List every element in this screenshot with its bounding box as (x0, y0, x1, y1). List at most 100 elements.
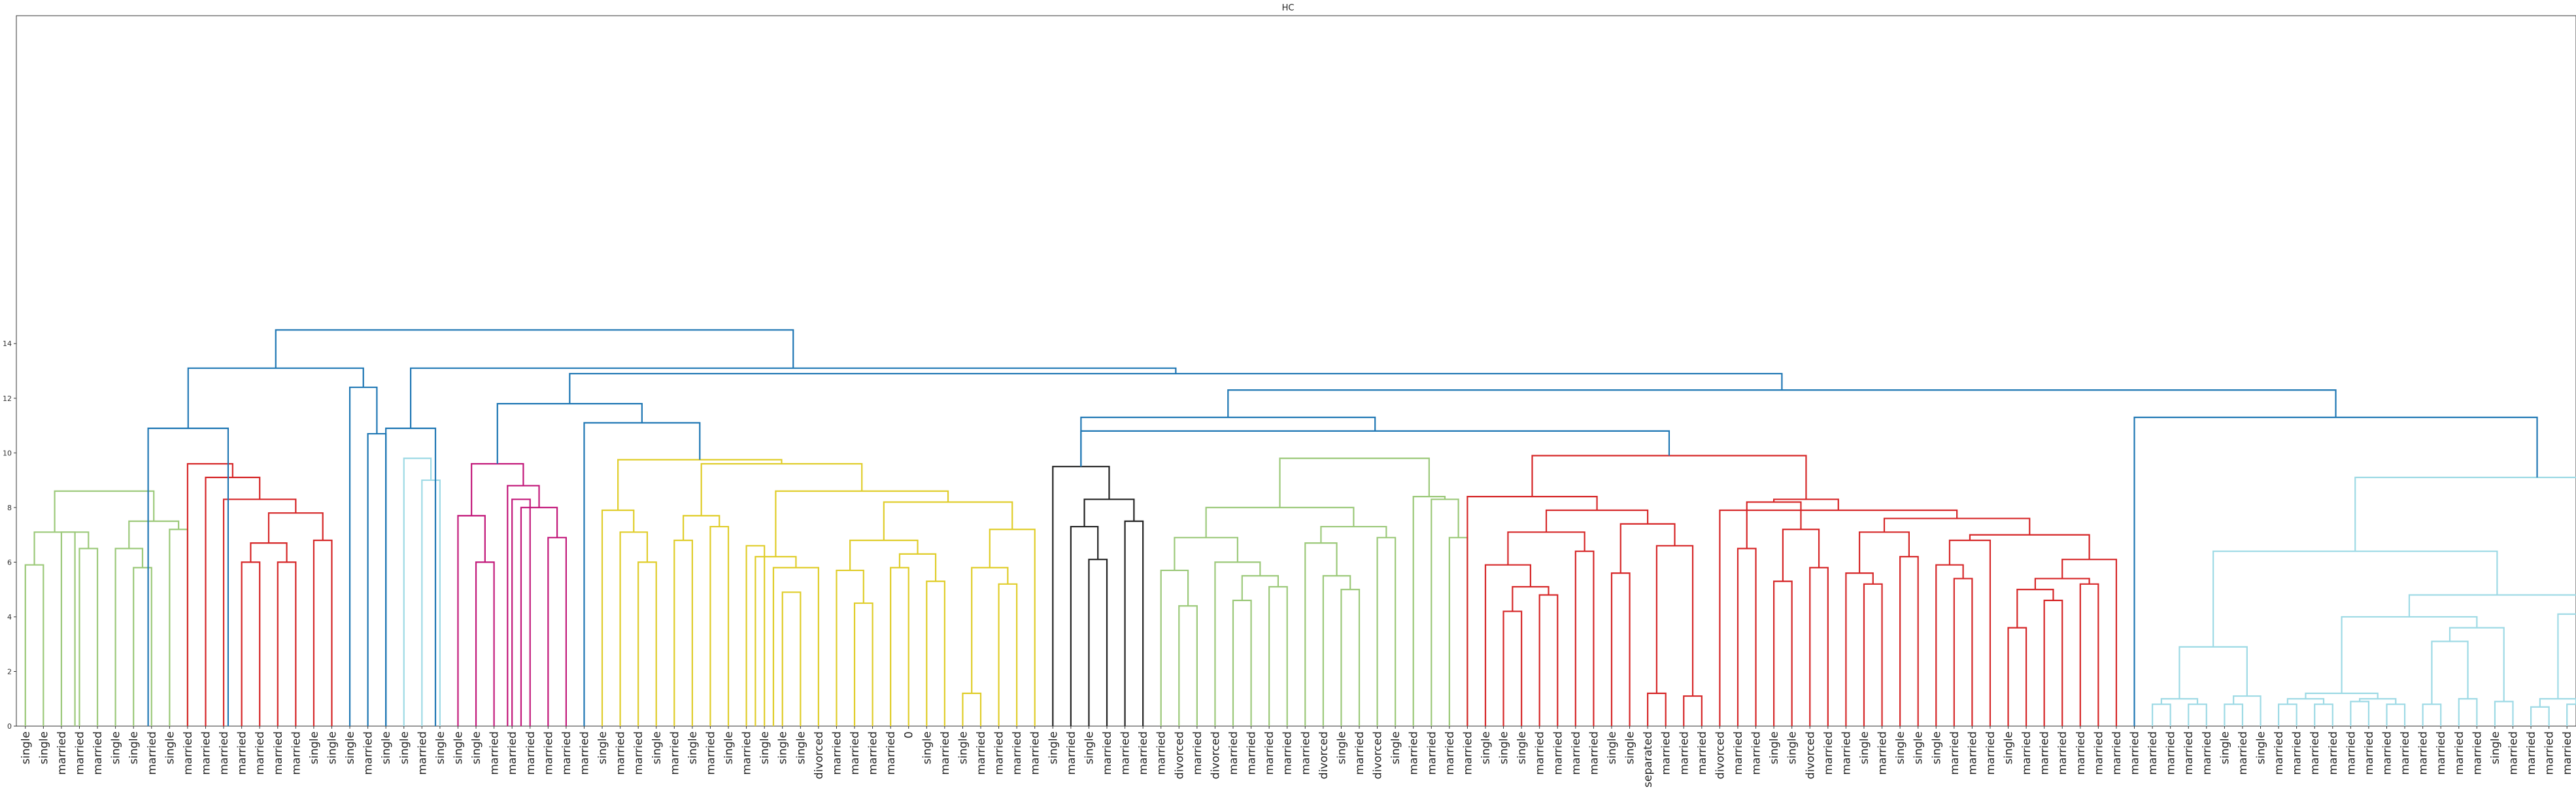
leaf-label: married (849, 731, 862, 775)
leaf-label: married (1678, 731, 1691, 775)
dendrogram-link (1376, 536, 1397, 726)
leaf-label: married (236, 731, 249, 775)
leaf-label: married (524, 731, 537, 775)
dendrogram-link (1070, 525, 1099, 726)
leaf-label: single (434, 731, 447, 764)
leaf-label: married (2399, 731, 2412, 775)
y-tick-label: 2 (7, 667, 12, 676)
leaf-label: married (2110, 731, 2124, 775)
leaf-label: single (1606, 731, 1619, 764)
leaf-label: married (1281, 731, 1295, 775)
dendrogram-link (1232, 599, 1252, 726)
y-tick-label: 6 (7, 558, 12, 567)
dendrogram-link (1174, 536, 1238, 570)
leaf-label: married (1227, 731, 1240, 775)
leaf-label: married (182, 731, 195, 775)
dendrogram-link (169, 529, 189, 726)
dendrogram-link (348, 386, 378, 726)
leaf-label: single (1498, 731, 1511, 764)
dendrogram-link (683, 515, 720, 540)
leaf-label: single (1858, 731, 1871, 764)
dendrogram-link (1953, 578, 1973, 726)
leaf-label: married (2146, 731, 2160, 775)
leaf-label: married (2291, 731, 2304, 775)
dendrogram-link (673, 539, 693, 726)
dendrogram-link (186, 462, 233, 726)
leaf-label: married (2039, 731, 2052, 775)
leaf-label: single (651, 731, 664, 764)
dendrogram-link (2314, 703, 2333, 726)
dendrogram-link (998, 583, 1018, 726)
dendrogram-link (2566, 703, 2576, 726)
dendrogram-link (367, 432, 387, 726)
leaf-label: single (470, 731, 483, 764)
dendrogram-link (2449, 627, 2505, 702)
leaf-label: married (1696, 731, 1709, 775)
leaf-label: married (2471, 731, 2484, 775)
leaf-label: married (290, 731, 303, 775)
leaf-label: single (596, 731, 609, 764)
dendrogram-link (1948, 539, 1991, 726)
dendrogram-link (2354, 476, 2576, 551)
dendrogram-link (1178, 605, 1198, 726)
dendrogram-link (1214, 561, 1261, 726)
dendrogram-link (962, 692, 982, 726)
leaf-label: divorced (1173, 731, 1186, 779)
leaf-label: married (1101, 731, 1114, 775)
dendrogram-link (250, 542, 288, 563)
leaf-label: single (1786, 731, 1799, 764)
dendrogram-link (883, 501, 1013, 540)
dendrogram-link (205, 476, 261, 726)
leaf-label: married (578, 731, 591, 775)
dendrogram-link (2530, 706, 2550, 726)
leaf-label: divorced (1714, 731, 1727, 779)
leaf-label: married (2417, 731, 2430, 775)
dendrogram-link (2178, 646, 2248, 699)
leaf-label: married (1948, 731, 1961, 775)
dendrogram-link (1773, 498, 1839, 511)
dendrogram-link (989, 529, 1036, 726)
leaf-label: married (1246, 731, 1259, 775)
dendrogram-link (2494, 701, 2514, 726)
leaf-label: married (1660, 731, 1673, 775)
dendrogram-link (241, 561, 261, 726)
leaf-label: single (794, 731, 807, 764)
leaf-label: married (2237, 731, 2250, 775)
leaf-label: married (1822, 731, 1835, 775)
dendrogram-link (2151, 703, 2171, 726)
dendrogram-link (1431, 498, 1459, 726)
dendrogram-link (1655, 545, 1694, 697)
leaf-label: single (1930, 731, 1943, 764)
leaf-label: single (2218, 731, 2231, 764)
leaf-label: married (1570, 731, 1583, 775)
dendrogram-link (2061, 559, 2118, 726)
dendrogram-link (1241, 575, 1280, 601)
leaf-label: married (1876, 731, 1890, 775)
dendrogram-link (1809, 567, 1829, 726)
dendrogram-link (1448, 536, 1468, 726)
dendrogram-link (617, 459, 783, 511)
dendrogram-link (2557, 613, 2576, 699)
y-tick-label: 10 (3, 449, 12, 457)
dendrogram-link (1935, 564, 1964, 726)
dendrogram-link (781, 591, 802, 726)
dendrogram-link (1574, 550, 1595, 726)
dendrogram-link (1340, 589, 1361, 726)
dendrogram-link (772, 567, 819, 726)
leaf-label: married (2543, 731, 2556, 775)
dendrogram-link (601, 509, 635, 726)
leaf-label: single (1047, 731, 1060, 764)
leaf-label: married (2435, 731, 2448, 775)
leaf-label: married (2525, 731, 2538, 775)
dendrogram-link (1083, 498, 1135, 527)
leaf-label: married (2165, 731, 2178, 775)
dendrogram-link (1080, 416, 1376, 467)
leaf-label: married (1408, 731, 1421, 775)
leaf-label: single (2003, 731, 2016, 764)
leaf-label: single (20, 731, 33, 764)
dendrogram-link (1610, 572, 1631, 726)
dendrogram-link (2386, 703, 2406, 726)
dendrogram-link (1538, 594, 1559, 726)
leaf-label: married (362, 731, 375, 775)
dendrogram-link (853, 602, 873, 726)
